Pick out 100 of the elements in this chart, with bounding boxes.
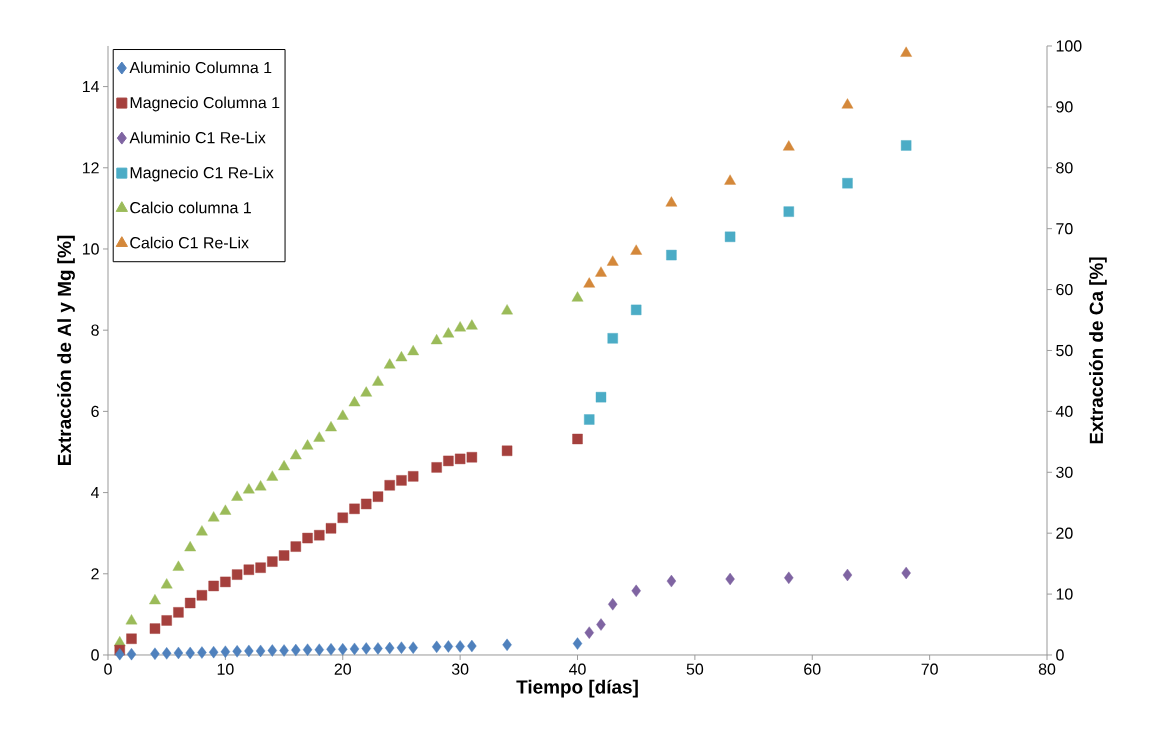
y2-tick-label: 30 <box>1056 466 1073 478</box>
point <box>301 439 314 450</box>
point <box>396 641 407 654</box>
point <box>783 206 794 217</box>
point <box>243 483 255 494</box>
point <box>338 643 348 656</box>
point <box>220 576 231 588</box>
y-tick-label: 4 <box>90 487 100 499</box>
point <box>408 641 418 654</box>
point <box>900 46 912 57</box>
point <box>630 244 643 255</box>
legend-label: Aluminio Columna 1 <box>129 61 272 74</box>
x-tick-label: 30 <box>451 663 469 675</box>
y2-tick-label: 100 <box>1056 40 1082 52</box>
point <box>571 291 584 302</box>
point <box>291 643 301 657</box>
point <box>900 140 912 151</box>
point <box>326 643 336 656</box>
point <box>431 462 442 473</box>
y-tick-label: 8 <box>91 324 99 336</box>
point <box>607 333 618 344</box>
x-tick-label: 70 <box>921 663 938 675</box>
y2-tick-label: 0 <box>1056 649 1064 661</box>
y2-axis-title: Extracción de Ca [%] <box>1088 257 1107 444</box>
point <box>243 564 255 575</box>
point <box>325 421 337 432</box>
point <box>279 644 289 657</box>
point <box>501 304 513 315</box>
point <box>126 633 137 644</box>
point <box>572 637 583 650</box>
y2-tick-label: 50 <box>1056 344 1073 357</box>
point <box>231 490 243 501</box>
point <box>314 530 325 541</box>
x-tick-label: 40 <box>569 663 586 675</box>
point <box>160 578 173 589</box>
point <box>454 453 466 465</box>
point <box>431 640 442 654</box>
x-tick-label: 60 <box>804 663 821 675</box>
y2-tick-label: 40 <box>1055 405 1073 418</box>
point <box>361 642 371 655</box>
y2-tick-label: 90 <box>1056 101 1073 113</box>
point <box>606 255 619 266</box>
point <box>595 266 607 277</box>
point <box>325 523 337 534</box>
point <box>172 560 185 571</box>
y-axis-title: Extracción de Al y Mg [%] <box>57 235 75 465</box>
point <box>313 431 326 442</box>
point <box>197 646 207 659</box>
point <box>125 614 138 625</box>
point <box>385 641 395 655</box>
point <box>665 196 678 207</box>
y-tick-label: 10 <box>82 243 99 255</box>
point <box>596 618 606 631</box>
point <box>314 643 324 656</box>
y2-tick-label: 10 <box>1056 588 1073 600</box>
point <box>302 643 313 656</box>
x-tick-label: 50 <box>686 663 704 675</box>
point <box>208 645 219 659</box>
point <box>443 455 454 467</box>
point <box>184 597 196 609</box>
point <box>219 504 232 515</box>
point <box>290 541 302 552</box>
point <box>161 615 172 626</box>
legend-label: Magnecio C1 Re-Lix <box>130 166 274 182</box>
point <box>255 562 266 573</box>
point <box>842 178 853 189</box>
point <box>384 480 395 491</box>
x-tick-label: 20 <box>334 663 351 675</box>
point <box>185 646 195 660</box>
point <box>184 541 196 552</box>
point <box>196 590 208 601</box>
point <box>220 645 231 658</box>
point <box>232 645 242 658</box>
point <box>724 174 736 185</box>
point <box>278 550 290 561</box>
point <box>724 231 736 242</box>
point <box>631 304 642 316</box>
y-tick-label: 14 <box>82 81 100 93</box>
legend-label: Aluminio C1 Re-Lix <box>129 131 266 144</box>
point <box>467 639 477 653</box>
point <box>361 498 372 510</box>
point <box>666 574 677 588</box>
point <box>583 277 596 288</box>
point <box>782 140 795 151</box>
legend-label: Calcio columna 1 <box>130 201 251 214</box>
point <box>149 594 161 605</box>
point <box>149 623 161 634</box>
point <box>454 321 466 332</box>
point <box>278 460 290 471</box>
y2-tick-label: 20 <box>1056 527 1073 539</box>
legend-label: Magnecio Columna 1 <box>130 96 280 112</box>
point <box>150 647 160 660</box>
point <box>784 571 794 585</box>
point <box>407 471 419 482</box>
point <box>302 532 313 544</box>
point <box>466 319 478 330</box>
legend-label: Calcio C1 Re-Lix <box>130 236 249 249</box>
point <box>349 503 360 515</box>
point <box>455 640 465 653</box>
y2-tick-label: 70 <box>1056 223 1073 235</box>
